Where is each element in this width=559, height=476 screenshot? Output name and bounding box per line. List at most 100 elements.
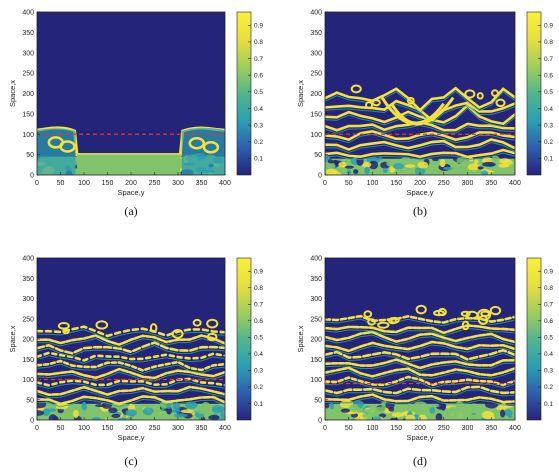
front-stripe-shadow [37, 337, 225, 349]
y-tick-label: 400 [22, 256, 34, 263]
y-tick-label: 250 [310, 71, 322, 78]
x-axis-label: Space,y [406, 188, 433, 197]
x-tick-label: 300 [172, 425, 184, 432]
panel-c: 0 50 100 150 200 250 300 350 400 0 50 100 150 200 250 3… [8, 256, 263, 469]
x-tick-label: 250 [149, 180, 161, 187]
y-tick-label: 300 [22, 50, 34, 57]
x-tick-label: 300 [462, 180, 474, 187]
heatmap-field [325, 84, 515, 175]
front-stripe [37, 385, 225, 397]
heatmap-blob [329, 402, 334, 410]
y-tick-label: 300 [310, 50, 322, 57]
front-stripe-shadow [37, 363, 225, 374]
front-stripe-shadow [325, 334, 515, 346]
x-tick-label: 0 [35, 180, 39, 187]
x-tick-label: 0 [323, 425, 327, 432]
y-tick-label: 100 [22, 377, 34, 384]
droplet [363, 310, 373, 318]
x-tick-label: 300 [172, 180, 184, 187]
heatmap-blob [338, 161, 347, 168]
x-tick-label: 100 [78, 180, 90, 187]
x-tick-label: 200 [125, 180, 137, 187]
heatmap-blob [418, 414, 427, 420]
droplet [367, 318, 376, 326]
colorbar-tick-label: 0.2 [254, 384, 263, 391]
heatmap-blob [170, 409, 181, 413]
x-tick-label: 250 [438, 180, 450, 187]
heatmap-blob [404, 164, 416, 168]
heatmap-blob [325, 402, 330, 409]
heatmap-blob [508, 414, 513, 419]
front-stripe [37, 334, 225, 347]
heatmap-blob [404, 404, 417, 411]
x-tick-label: 400 [219, 425, 231, 432]
front-stripe-shadow [325, 397, 515, 406]
front-stripe-shadow [325, 370, 515, 380]
front-stripe-shadow [325, 152, 515, 161]
heatmap-blob [391, 412, 405, 418]
y-tick-label: 0 [30, 418, 34, 425]
heatmap-blob [417, 161, 429, 169]
front-stripe-shadow [325, 133, 515, 144]
vortex-ring [59, 140, 76, 153]
x-tick-label: 400 [509, 425, 521, 432]
colorbar-tick-label: 0.3 [544, 122, 553, 129]
y-tick-label: 350 [22, 276, 34, 283]
x-tick-label: 50 [345, 180, 353, 187]
y-tick-label: 250 [22, 316, 34, 323]
x-axis-label: Space,y [117, 188, 144, 197]
heatmap-blob [508, 164, 515, 171]
heatmap-blob [477, 166, 484, 170]
droplet [461, 320, 470, 331]
colorbar [526, 11, 542, 176]
finger-left [37, 128, 76, 175]
heatmap-blob [367, 407, 379, 416]
x-tick-label: 350 [485, 180, 497, 187]
front-stripe [325, 385, 515, 395]
heatmap-blob [435, 413, 443, 420]
y-tick-label: 200 [310, 337, 322, 344]
y-tick-label: 400 [310, 256, 322, 263]
heatmap-blob [348, 404, 360, 412]
heatmap-blob [450, 160, 457, 169]
heatmap-blob [482, 161, 496, 167]
colorbar-tick-label: 0.9 [544, 269, 553, 276]
heatmap-blob [481, 170, 489, 175]
front-stripe-shadow [37, 345, 225, 357]
front-stripe [37, 341, 225, 355]
heatmap-blob [166, 402, 172, 410]
colorbar-tick-label: 0.4 [544, 106, 553, 113]
front-stripe-shadow [37, 389, 225, 399]
front-stripe [325, 148, 515, 159]
y-tick-label: 50 [26, 397, 34, 404]
colorbar-tick-label: 0.7 [544, 56, 553, 63]
heatmap-blob [481, 410, 495, 420]
heatmap-blob [173, 413, 188, 418]
heatmap-blob [180, 409, 194, 414]
y-axis-label: Space,x [8, 325, 17, 352]
heatmap-blob [208, 414, 220, 420]
heatmap-blob [378, 156, 383, 161]
panel-b: 0 50 100 150 200 250 300 350 400 0 50 100 150 200 250 3… [296, 10, 553, 219]
droplet [477, 308, 492, 321]
panel-a: 0 50 100 150 200 250 300 350 400 0 50 100 150 200 250 3… [8, 10, 263, 219]
heatmap-blob [356, 156, 364, 166]
colorbar-tick-label: 0.4 [254, 106, 263, 113]
front-stripe [325, 366, 515, 378]
colorbar-tick-label: 0.6 [254, 318, 263, 325]
heatmap-blob [368, 160, 379, 170]
heatmap-blob [473, 159, 479, 164]
droplet [350, 84, 362, 94]
y-tick-label: 50 [314, 397, 322, 404]
colorbar-tick-label: 0.1 [544, 401, 553, 408]
heatmap-blob [52, 416, 59, 420]
colorbar-tick-label: 0.4 [254, 351, 263, 358]
x-tick-label: 200 [414, 180, 426, 187]
front-stripe-shadow [37, 398, 225, 408]
x-tick-label: 350 [485, 425, 497, 432]
heatmap-blob [185, 401, 198, 409]
heatmap-blob [326, 409, 339, 418]
colorbar-tick-label: 0.6 [544, 73, 553, 80]
front-stripe-shadow [37, 381, 225, 389]
